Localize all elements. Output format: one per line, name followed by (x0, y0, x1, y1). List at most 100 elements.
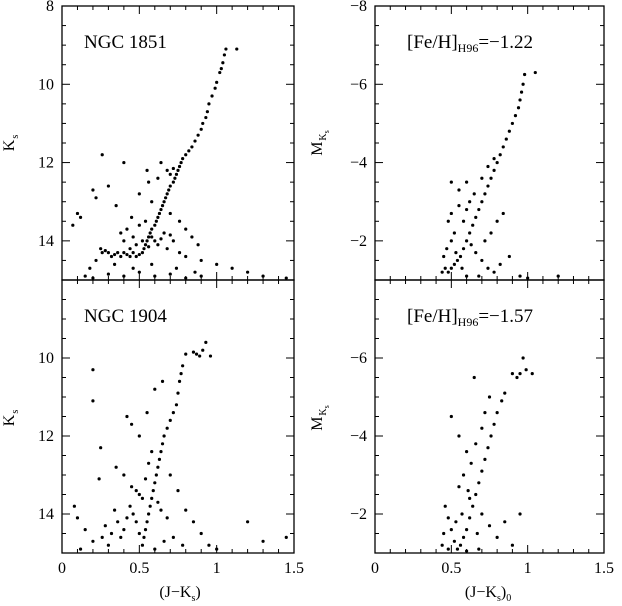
data-point (199, 127, 203, 131)
data-point (134, 489, 138, 493)
data-point (156, 176, 160, 180)
data-point (235, 47, 239, 51)
data-point (518, 98, 522, 102)
panel-top-right: −8 −6 −4 −2 [Fe/H]H96=−1.22 (350, 0, 605, 281)
y-tick-label: −8 (350, 0, 367, 15)
data-point (131, 235, 135, 239)
data-point (137, 492, 141, 497)
data-point (199, 531, 203, 536)
data-point (221, 61, 225, 65)
data-point (455, 258, 460, 263)
data-point (91, 539, 95, 543)
data-point (519, 90, 524, 94)
data-point (134, 243, 138, 247)
data-point (137, 270, 141, 274)
data-point (168, 233, 172, 237)
x-tick-label: 1 (213, 560, 221, 577)
data-point (468, 516, 472, 520)
data-point (162, 200, 166, 204)
data-point (465, 549, 469, 553)
data-point (190, 145, 194, 149)
data-point (465, 239, 469, 243)
data-point (145, 239, 149, 243)
y-tick-label: 12 (38, 428, 54, 445)
data-point (184, 276, 188, 280)
data-point (168, 172, 172, 176)
data-point (443, 504, 447, 508)
data-point (91, 368, 95, 372)
data-point (116, 520, 120, 524)
data-point (131, 266, 135, 270)
data-point (160, 204, 165, 208)
data-point (213, 86, 217, 90)
data-point (230, 266, 234, 270)
data-point (498, 262, 502, 266)
data-point (143, 477, 148, 481)
data-point (483, 239, 487, 243)
data-point (224, 47, 228, 51)
data-point (495, 160, 499, 165)
data-point (168, 418, 172, 422)
data-point (516, 106, 521, 110)
data-point (122, 528, 126, 532)
data-point (472, 192, 476, 196)
data-point (162, 434, 166, 438)
data-point (171, 239, 175, 243)
data-point (125, 516, 129, 520)
data-point (474, 251, 478, 255)
data-point (486, 164, 490, 169)
data-point (215, 80, 219, 84)
data-point (162, 231, 166, 235)
data-point (466, 489, 470, 493)
data-point (495, 535, 499, 540)
y-tick-label: −4 (350, 155, 367, 172)
data-point (145, 520, 149, 524)
data-point (106, 272, 110, 276)
data-point (145, 168, 149, 172)
data-point (487, 524, 492, 528)
data-point (492, 270, 496, 274)
data-point (106, 184, 110, 188)
data-point (142, 535, 146, 540)
data-point (150, 227, 154, 231)
data-point (140, 496, 145, 500)
data-point (103, 249, 107, 253)
data-point (524, 368, 528, 372)
data-point (94, 196, 98, 200)
data-point (440, 543, 444, 547)
data-point (128, 504, 132, 508)
data-point (208, 354, 213, 358)
data-point (130, 485, 134, 489)
data-point (468, 231, 472, 235)
data-point (452, 231, 456, 235)
x-tick-label: 0.5 (129, 560, 149, 577)
data-point (171, 411, 175, 415)
data-point (162, 539, 166, 543)
data-point (165, 192, 169, 196)
data-point (477, 207, 481, 212)
data-point (533, 70, 537, 75)
data-point (489, 434, 493, 438)
data-point (193, 270, 197, 274)
data-point (125, 252, 129, 257)
data-point (446, 270, 450, 274)
data-point (154, 219, 158, 223)
data-point (181, 157, 185, 161)
data-point (184, 153, 188, 157)
data-point (140, 239, 145, 243)
data-point (446, 219, 450, 223)
data-point (489, 176, 493, 180)
data-point (109, 531, 114, 536)
data-point (147, 235, 151, 239)
data-point (165, 168, 169, 172)
data-point (461, 247, 466, 251)
data-point (483, 192, 487, 196)
data-point (159, 160, 163, 165)
x-tick-label: 1.5 (284, 560, 304, 577)
data-point (452, 539, 456, 543)
data-point (204, 115, 208, 120)
data-point (130, 422, 134, 426)
data-point (173, 176, 177, 180)
panel-top-left: 8 10 12 14 NGC 1851 (38, 0, 295, 281)
data-point (137, 223, 141, 227)
